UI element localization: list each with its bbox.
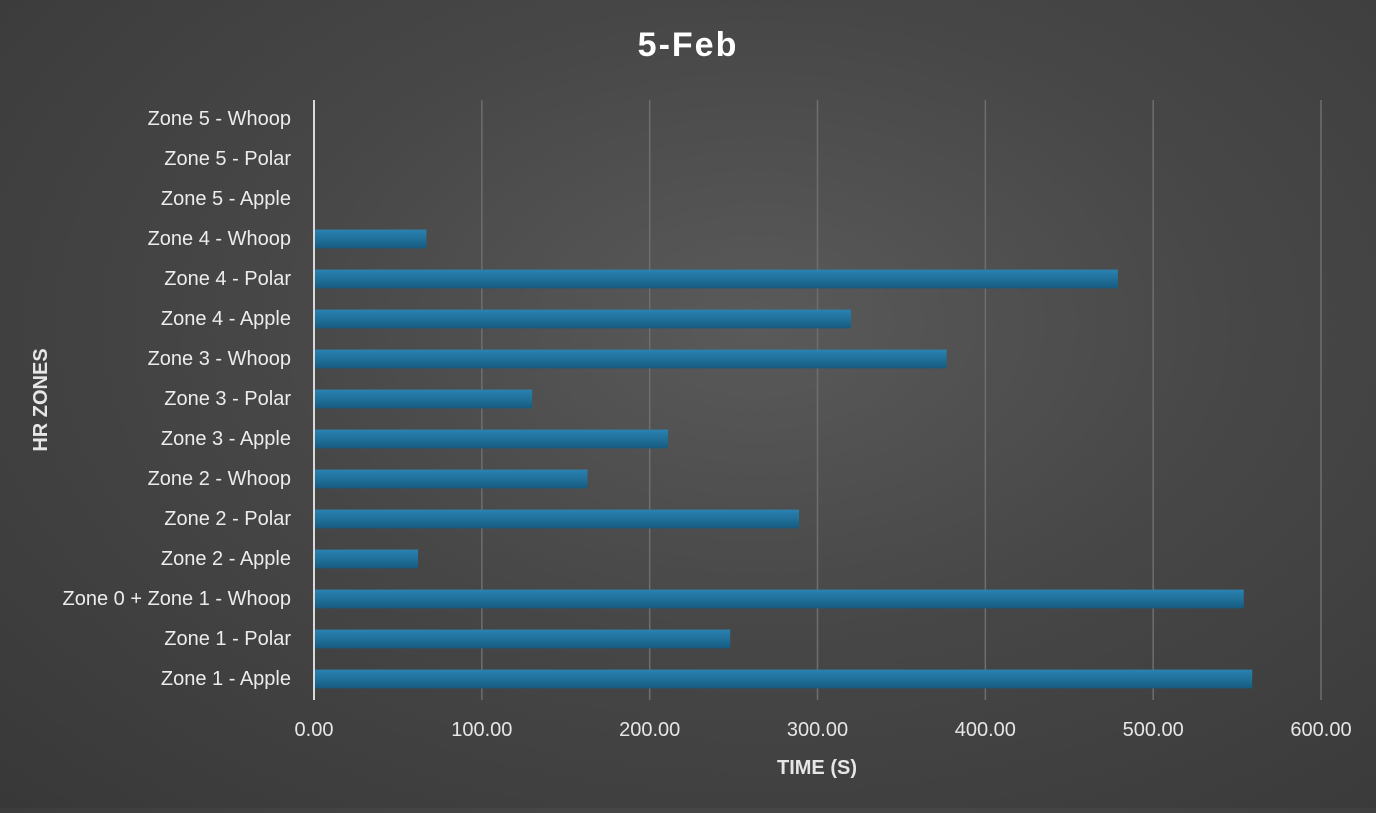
y-tick-label: Zone 0 + Zone 1 - Whoop <box>63 588 291 610</box>
y-tick-label: Zone 3 - Polar <box>164 388 291 410</box>
x-tick-label: 100.00 <box>451 719 512 741</box>
x-axis-title: TIME (S) <box>777 757 857 779</box>
y-tick-label: Zone 5 - Apple <box>161 188 291 210</box>
bar <box>314 429 669 449</box>
bar <box>314 269 1118 289</box>
bar <box>314 229 427 249</box>
x-tick-label: 200.00 <box>619 719 680 741</box>
y-tick-label: Zone 2 - Polar <box>164 508 291 530</box>
bar <box>314 349 947 369</box>
y-tick-label: Zone 4 - Apple <box>161 308 291 330</box>
y-tick-label: Zone 1 - Apple <box>161 668 291 690</box>
x-tick-label: 400.00 <box>955 719 1016 741</box>
y-tick-label: Zone 5 - Polar <box>164 148 291 170</box>
bar <box>314 509 800 529</box>
y-tick-label: Zone 2 - Whoop <box>148 468 291 490</box>
gridlines <box>481 100 1322 700</box>
bars <box>314 229 1253 689</box>
y-tick-labels: Zone 5 - Whoop Zone 5 - Polar Zone 5 - App… <box>63 108 292 690</box>
bar <box>314 309 852 329</box>
y-tick-label: Zone 3 - Apple <box>161 428 291 450</box>
bar <box>314 629 731 649</box>
x-tick-label: 300.00 <box>787 719 848 741</box>
y-tick-label: Zone 1 - Polar <box>164 628 291 650</box>
y-axis-title: HR ZONES <box>30 348 52 451</box>
bar <box>314 389 533 409</box>
x-tick-labels: 0.00 100.00 200.00 300.00 400.00 500.00 600.00 <box>295 719 1352 741</box>
y-tick-label: Zone 4 - Whoop <box>148 228 291 250</box>
bar <box>314 469 588 489</box>
bar <box>314 589 1244 609</box>
y-tick-label: Zone 3 - Whoop <box>148 348 291 370</box>
x-tick-label: 600.00 <box>1290 719 1351 741</box>
bar <box>314 549 419 569</box>
x-tick-label: 500.00 <box>1123 719 1184 741</box>
y-tick-label: Zone 4 - Polar <box>164 268 291 290</box>
y-tick-label: Zone 5 - Whoop <box>148 108 291 130</box>
y-tick-label: Zone 2 - Apple <box>161 548 291 570</box>
chart-title: 5-Feb <box>638 26 739 64</box>
bar <box>314 669 1253 689</box>
x-tick-label: 0.00 <box>295 719 334 741</box>
